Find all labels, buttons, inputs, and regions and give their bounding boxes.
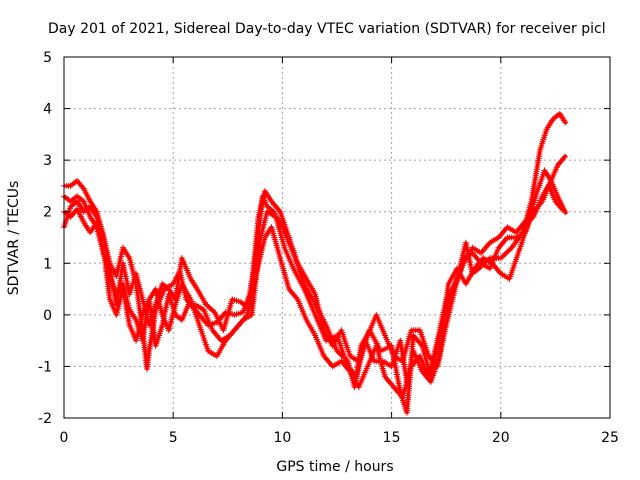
y-tick-label: 1 [43,256,52,272]
y-axis-label: SDTVAR / TECUs [6,181,22,296]
x-tick-label: 0 [60,430,69,446]
axis-ticks [63,56,611,419]
x-tick-label: 20 [492,430,510,446]
data-series [61,110,569,416]
y-tick-label: 0 [43,308,52,324]
chart-title: Day 201 of 2021, Sidereal Day-to-day VTE… [48,21,606,37]
x-tick-label: 15 [383,430,401,446]
x-tick-label: 10 [273,430,291,446]
x-axis-label: GPS time / hours [276,459,393,475]
y-tick-label: -2 [38,411,52,427]
x-tick-label: 25 [601,430,619,446]
x-tick-label: 5 [169,430,178,446]
grid-lines [64,57,610,418]
y-tick-label: -1 [38,359,52,375]
y-tick-label: 5 [43,50,52,66]
y-tick-label: 2 [43,205,52,221]
y-tick-label: 3 [43,153,52,169]
y-tick-label: 4 [43,102,52,118]
plot-frame [63,56,611,419]
series-track-3 [61,153,568,401]
tick-labels: 0 5 10 15 20 25 -2 -1 0 1 2 3 4 5 [38,50,619,446]
